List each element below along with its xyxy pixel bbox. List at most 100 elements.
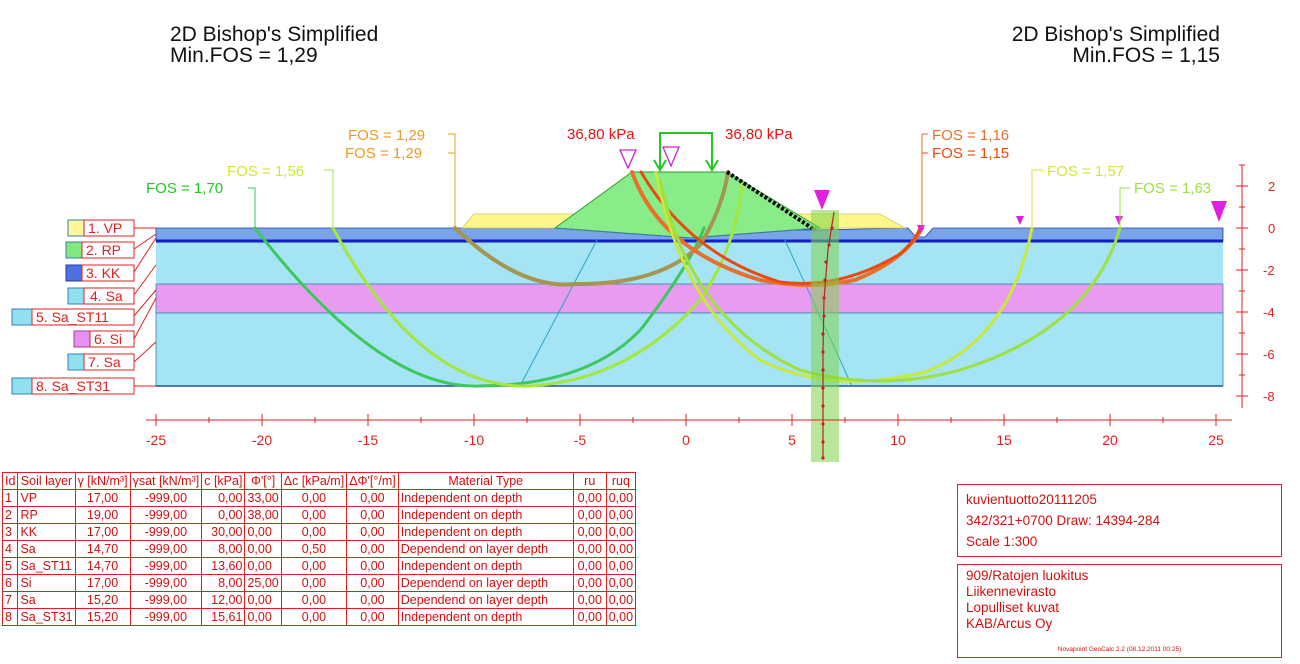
table-cell: 17,00 [74,574,131,592]
table-cell: Sa_ST11 [17,557,76,575]
table-cell: 0,00 [244,608,282,626]
table-cell: 0,00 [346,591,399,609]
y-axis [1236,164,1248,408]
software-credit: Novapoint GeoCalc 2.2 (08.12.2011 00:25) [1057,646,1182,653]
table-cell: 30,00 [201,523,246,541]
table-cell: 0,00 [201,489,246,507]
table-row: 5 Sa_ST11 14,70 -999,00 13,60 0,00 0,00 0,00 Ind… [1,557,637,575]
table-row: 1 VP 17,00 -999,00 0,00 33,00 0,00 0,00 Independ… [1,489,637,507]
table-cell: 12,00 [201,591,246,609]
col-delta-phi: ΔΦ'[°/m] [346,472,399,490]
table-cell: Dependend on layer depth [397,591,574,609]
table-cell: -999,00 [129,557,203,575]
table-cell: -999,00 [129,574,203,592]
fos-label: FOS = 1,70 [146,180,223,197]
water-marker-4 [1115,216,1123,225]
measurement-points [821,226,834,460]
table-cell: Independent on depth [397,557,574,575]
load-arrow-right [705,159,719,172]
table-cell: 0,00 [346,608,399,626]
table-cell: 38,00 [244,506,282,524]
table-cell: 15,20 [74,591,131,609]
slip-circle-fos-1-15 [639,170,922,285]
table-cell: 17,00 [74,523,131,541]
table-cell: 0,00 [346,540,399,558]
title-line: KAB/Arcus Oy [966,616,1053,631]
x-tick-label: 25 [1208,432,1224,448]
x-tick-label: 20 [1102,432,1118,448]
table-cell: Independent on depth [397,506,574,524]
table-cell: 8,00 [201,540,246,558]
table-cell: 0,00 [605,574,637,592]
table-cell: 0,00 [572,557,607,575]
table-cell: 25,00 [244,574,282,592]
layer-tag: 6. Si [94,331,122,347]
layer-tag: 2. RP [86,242,121,258]
slip-circle-fos-1-63 [658,178,1122,383]
table-cell: 0,00 [280,489,348,507]
water-marker-2 [917,225,925,233]
title-line: Lopulliset kuvat [966,600,1060,615]
title-line: Liikennevirasto [966,584,1057,599]
table-cell: 13,60 [201,557,246,575]
layer-sa-lower [155,312,1224,387]
col-delta-c: Δc [kPa/m] [280,472,348,490]
table-cell: 0,00 [201,506,246,524]
table-cell: 0,00 [280,591,348,609]
table-cell: Sa [17,540,76,558]
table-cell: Independent on depth [397,608,574,626]
layer-tag: 7. Sa [88,354,121,370]
table-cell: 19,00 [74,506,131,524]
table-cell: 7 [1,591,19,609]
fos-label: FOS = 1,56 [227,163,304,180]
table-cell: 15,61 [201,608,246,626]
table-cell: 0,00 [605,608,637,626]
y-tick-label: 0 [1268,221,1275,236]
slope-diagram: 36,80 kPa 36,80 kPa FOS = 1,70 FOS = 1,5… [11,126,1275,462]
x-tick-label: 10 [890,432,906,448]
project-location: 342/321+0700 Draw: 14394-284 [966,513,1161,528]
table-cell: 0,00 [572,523,607,541]
rail-slope-line [725,170,817,232]
fos-label: FOS = 1,29 [345,145,422,162]
table-cell: Dependend on layer depth [397,574,574,592]
table-cell: 0,00 [346,489,399,507]
title-line: 909/Ratojen luokitus [966,568,1089,583]
x-tick-label: 5 [788,432,796,448]
table-cell: Si [17,574,76,592]
table-cell: 0,00 [280,506,348,524]
x-tick-label: -5 [574,432,587,448]
layer-tags: 1. VP 2. RP 3. KK 4. Sa 5. Sa_ST11 6. Si… [11,219,135,395]
load-arrow-left [653,159,667,172]
load-right-label: 36,80 kPa [725,126,793,143]
table-cell: 0,00 [605,557,637,575]
table-cell: Independent on depth [397,489,574,507]
table-cell: 15,20 [74,608,131,626]
table-cell: Independent on depth [397,523,574,541]
table-cell: VP [17,489,76,507]
table-cell: 0,00 [572,489,607,507]
measurement-column [811,210,839,462]
x-tick-label: 15 [996,432,1012,448]
x-axis [146,414,1232,426]
y-tick-label: -4 [1263,305,1275,320]
table-cell: 0,00 [244,591,282,609]
col-phi: Φ'[°] [244,472,282,490]
x-tick-label: -20 [252,432,272,448]
load-left-label: 36,80 kPa [567,126,635,143]
marker-triangle-left [618,149,638,170]
table-cell: 8,00 [201,574,246,592]
load-frame [659,132,713,168]
min-fos-left: Min.FOS = 1,29 [170,44,318,67]
y-tick-label: -8 [1263,389,1275,404]
layer-tag-leaders [133,227,157,387]
project-info-box: kuvientuotto20111205 342/321+0700 Draw: … [957,484,1282,557]
drawing-scale: Scale 1:300 [966,534,1038,549]
table-cell: 8 [1,608,19,626]
table-cell: 0,00 [244,557,282,575]
table-cell: -999,00 [129,591,203,609]
table-cell: 5 [1,557,19,575]
slip-circle-fos-1-56 [331,183,744,388]
water-level-marker [814,190,830,210]
method-title-left: 2D Bishop's Simplified [170,23,379,46]
